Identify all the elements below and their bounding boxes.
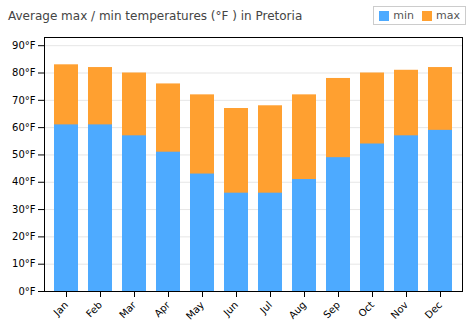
svg-text:May: May: [184, 299, 206, 321]
html-text:Average max / min temperatures: Average max / min temperatures (°F ) in …: [8, 8, 303, 23]
svg-text:0°F: 0°F: [18, 286, 35, 297]
svg-text:90°F: 90°F: [12, 40, 36, 51]
svg-text:Aug: Aug: [287, 299, 309, 321]
svg-text:Nov: Nov: [389, 299, 411, 321]
svg-text:60°F: 60°F: [12, 122, 36, 133]
svg-text:Jun: Jun: [221, 299, 241, 319]
svg-text:Jul: Jul: [257, 299, 274, 316]
svg-text:Oct: Oct: [356, 299, 376, 319]
svg-text:40°F: 40°F: [12, 176, 36, 187]
svg-text:20°F: 20°F: [12, 231, 36, 242]
svg-text:Feb: Feb: [84, 299, 104, 319]
svg-text:Mar: Mar: [117, 299, 139, 321]
svg-text:Dec: Dec: [423, 299, 444, 320]
svg-text:50°F: 50°F: [12, 149, 36, 160]
svg-text:Apr: Apr: [152, 299, 173, 320]
svg-text:10°F: 10°F: [12, 258, 36, 269]
svg-text:80°F: 80°F: [12, 67, 36, 78]
svg-text:Jan: Jan: [51, 299, 70, 318]
svg-text:70°F: 70°F: [12, 95, 36, 106]
html-text:max: max: [436, 9, 460, 22]
svg-text:30°F: 30°F: [12, 204, 36, 215]
html-text:min: min: [393, 9, 414, 22]
svg-text:Sep: Sep: [321, 299, 342, 320]
